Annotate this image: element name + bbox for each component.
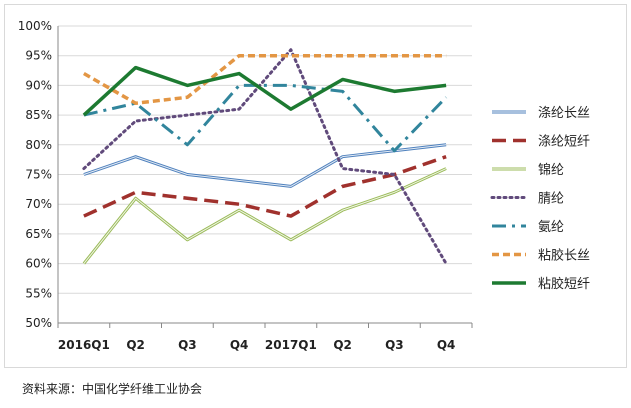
y-tick-label: 90% xyxy=(25,78,52,92)
x-tick-label: 2017Q1 xyxy=(265,338,317,352)
legend-label: 锦纶 xyxy=(538,163,564,178)
legend-label: 粘胶短纤 xyxy=(538,276,590,292)
series-line-highlight-0 xyxy=(83,144,447,187)
series-line-highlight-2 xyxy=(83,168,447,264)
y-tick-label: 75% xyxy=(25,168,52,182)
y-tick-label: 55% xyxy=(25,286,52,300)
legend-label: 腈纶 xyxy=(538,192,564,207)
x-tick-label: Q2 xyxy=(126,338,145,352)
y-tick-label: 85% xyxy=(25,108,52,122)
x-tick-label: Q2 xyxy=(333,338,352,352)
y-tick-label: 60% xyxy=(25,257,52,271)
source-note: 资料来源：中国化学纤维工业协会 xyxy=(22,382,203,396)
y-tick-label: 65% xyxy=(25,227,52,241)
chart-frame xyxy=(4,4,627,368)
y-tick-label: 95% xyxy=(25,49,52,63)
series-lines xyxy=(82,48,448,266)
series-line-3 xyxy=(82,48,448,266)
series-line-4 xyxy=(83,83,448,153)
series-line-5 xyxy=(83,53,447,105)
legend-label: 涤纶短纤 xyxy=(538,135,590,150)
gridlines xyxy=(58,25,472,294)
x-tick-label: Q4 xyxy=(437,338,456,352)
y-tick-label: 50% xyxy=(25,316,52,330)
x-tick-label: Q4 xyxy=(230,338,249,352)
legend-label: 粘胶长丝 xyxy=(538,248,590,264)
legend-label: 涤纶长丝 xyxy=(538,106,590,121)
x-tick-label: Q3 xyxy=(178,338,197,352)
x-tick-label: 2016Q1 xyxy=(58,338,110,352)
legend-label: 氨纶 xyxy=(538,220,564,235)
y-tick-label: 80% xyxy=(25,138,52,152)
axes: 50% 55% 60% 65% 70% 75% 80% 85% 90% 95% 100% 2016Q1… xyxy=(18,19,473,352)
y-tick-label: 70% xyxy=(25,197,52,211)
x-tick-label: Q3 xyxy=(385,338,404,352)
series-line-1 xyxy=(83,155,447,218)
y-tick-label: 100% xyxy=(18,19,52,33)
series-line-6 xyxy=(82,65,447,117)
